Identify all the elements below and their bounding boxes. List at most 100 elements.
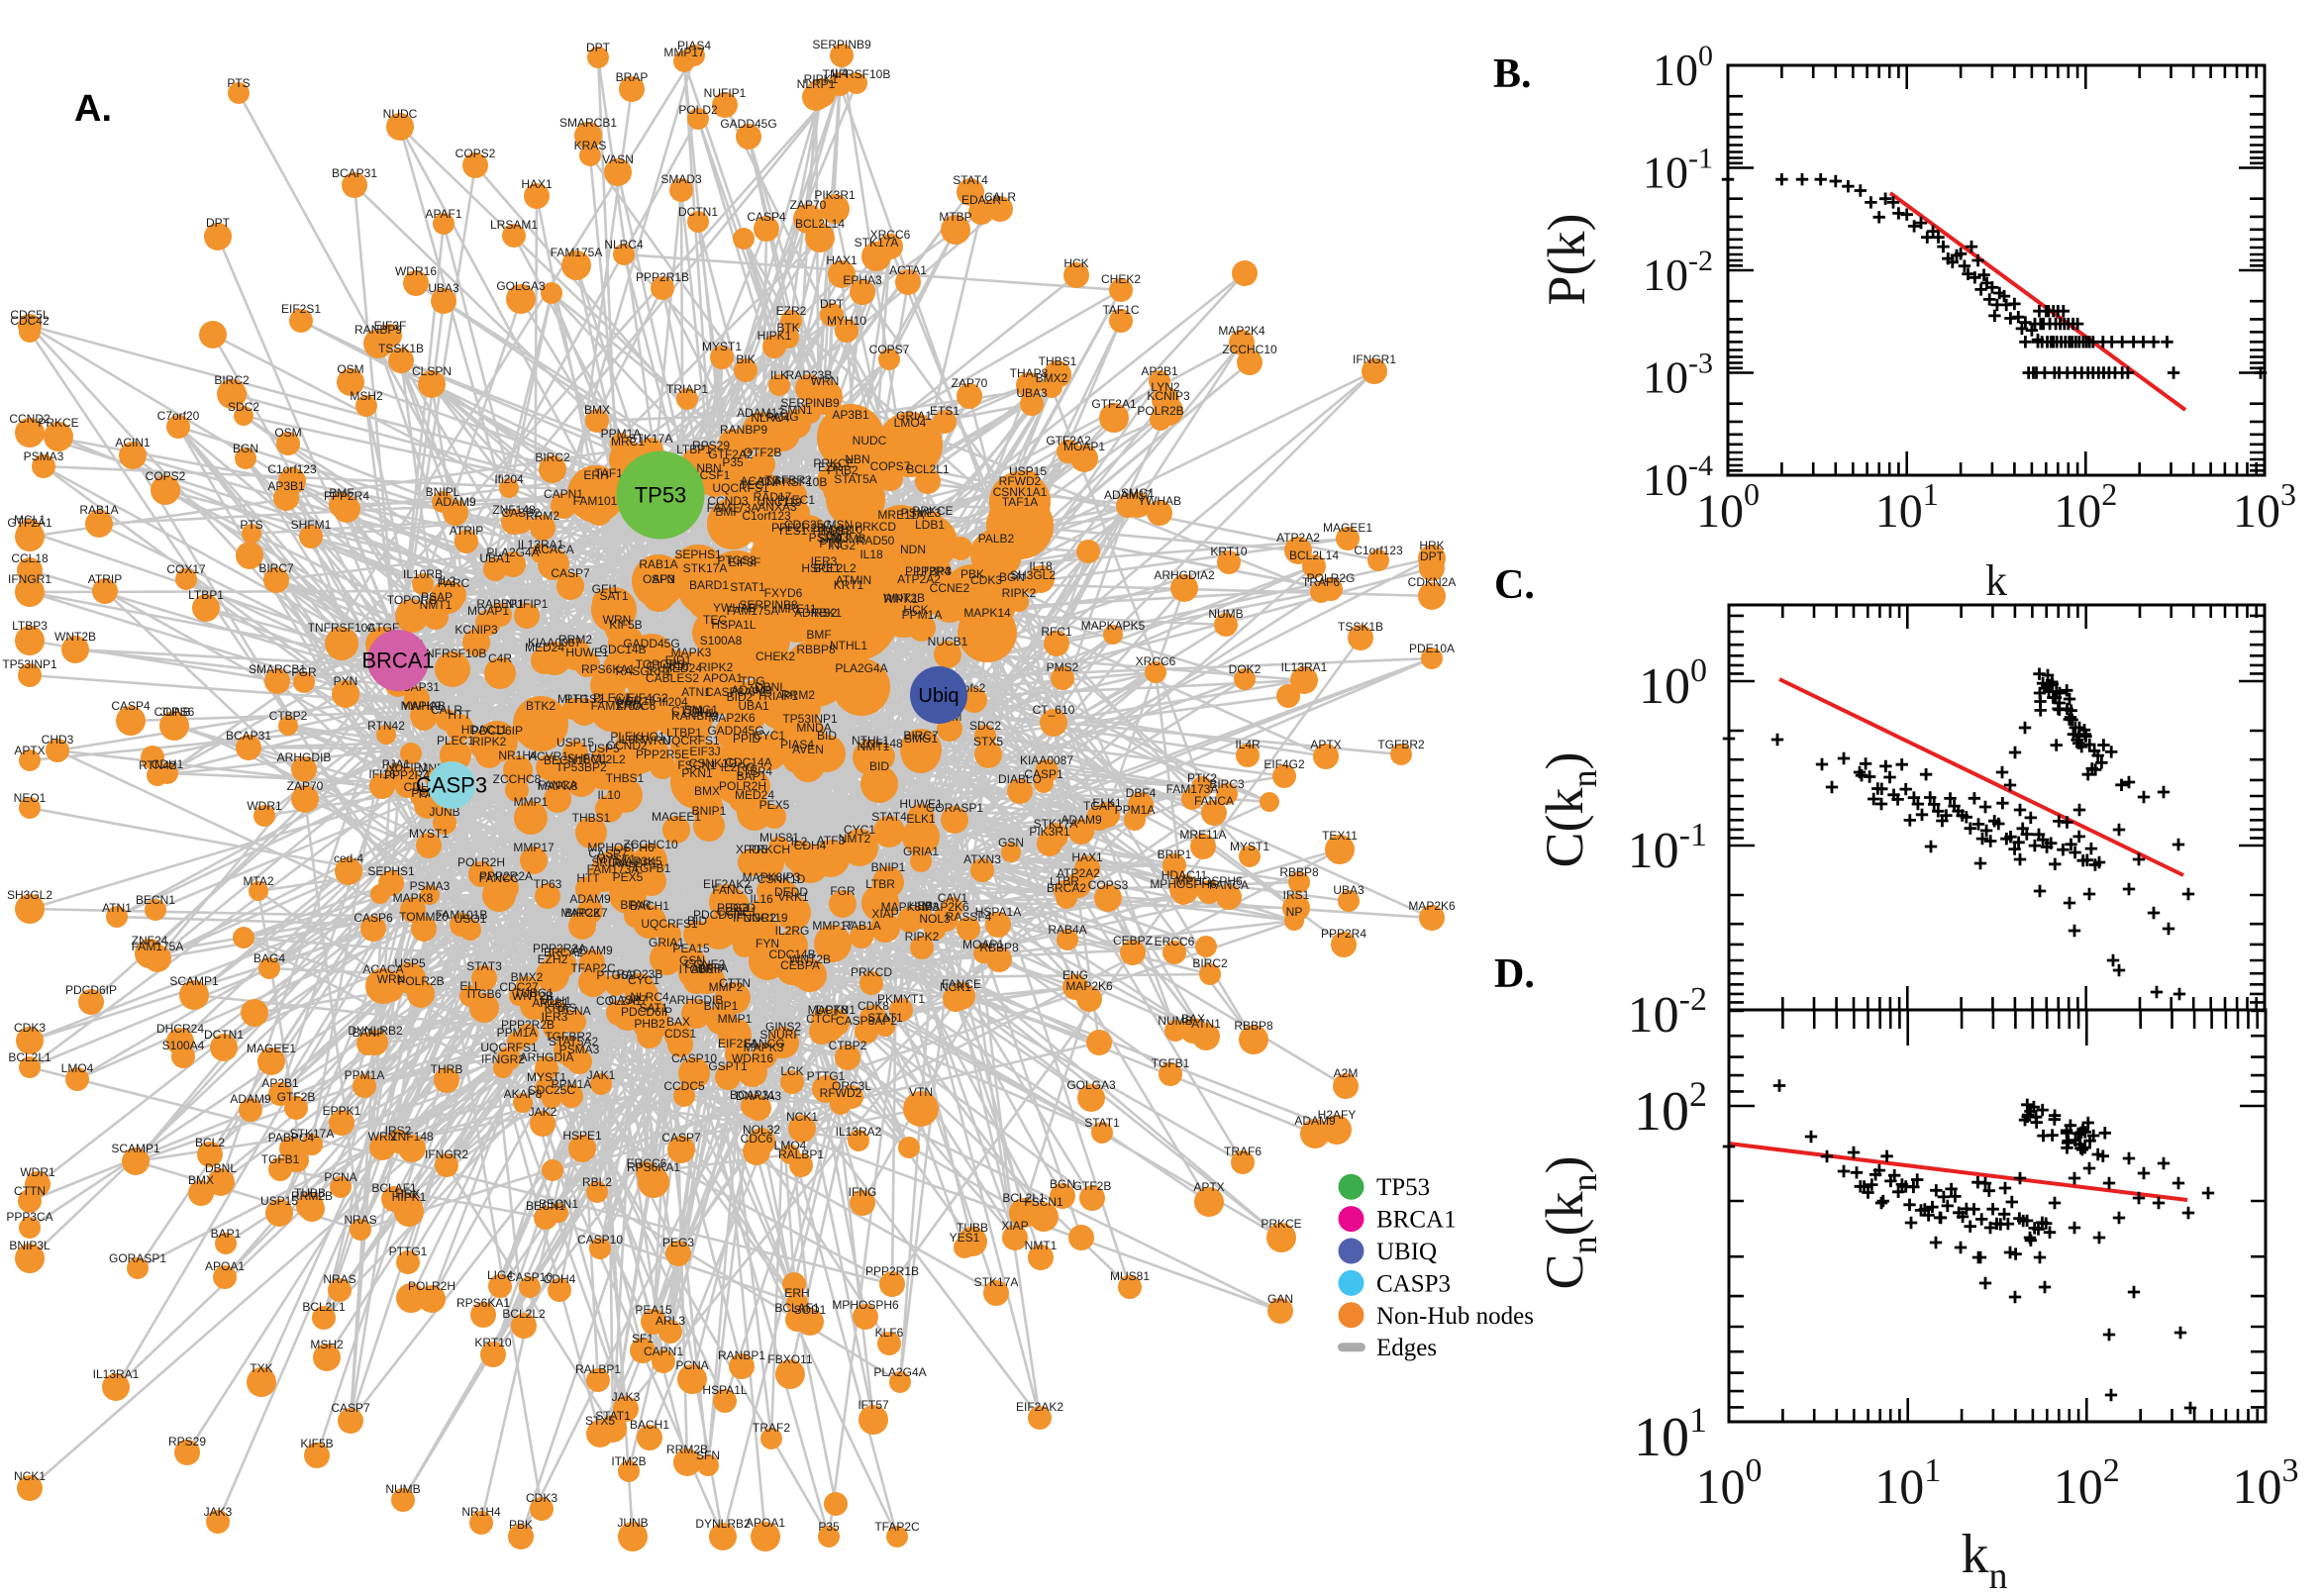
svg-text:IL6R: IL6R bbox=[618, 733, 644, 747]
svg-text:RPS29: RPS29 bbox=[168, 1435, 206, 1448]
svg-text:BNIP1: BNIP1 bbox=[692, 804, 727, 818]
svg-text:YWHAB: YWHAB bbox=[1138, 494, 1181, 508]
svg-text:EIF2AK2: EIF2AK2 bbox=[1016, 1400, 1063, 1414]
svg-text:MAGEE1: MAGEE1 bbox=[1323, 521, 1372, 535]
svg-text:CHEK2: CHEK2 bbox=[756, 649, 795, 663]
svg-text:IFNGR1: IFNGR1 bbox=[1353, 352, 1396, 366]
svg-text:NUMB: NUMB bbox=[1208, 607, 1243, 621]
svg-text:EIF3J: EIF3J bbox=[689, 745, 720, 758]
svg-text:MAPKAPK5: MAPKAPK5 bbox=[1081, 619, 1146, 633]
svg-text:KIAA0087: KIAA0087 bbox=[528, 636, 581, 649]
svg-text:IL13RA1: IL13RA1 bbox=[93, 1367, 140, 1381]
svg-text:DCTN1: DCTN1 bbox=[678, 205, 718, 219]
svg-text:Ifi204: Ifi204 bbox=[658, 695, 688, 709]
svg-text:ENG: ENG bbox=[1062, 968, 1088, 982]
svg-text:MYST1: MYST1 bbox=[1230, 840, 1269, 853]
svg-text:DPT: DPT bbox=[586, 41, 611, 54]
svg-text:BCAP31: BCAP31 bbox=[730, 1088, 775, 1102]
svg-text:WDR16: WDR16 bbox=[732, 1051, 773, 1065]
svg-text:C.: C. bbox=[1494, 562, 1535, 608]
svg-text:APTX: APTX bbox=[14, 744, 45, 757]
svg-text:STAT5A: STAT5A bbox=[834, 472, 877, 486]
svg-text:BRCA2: BRCA2 bbox=[1047, 881, 1086, 895]
svg-text:BRCA1: BRCA1 bbox=[361, 648, 434, 673]
svg-text:STAT1: STAT1 bbox=[867, 1011, 903, 1025]
svg-text:RANBP9: RANBP9 bbox=[720, 423, 767, 437]
svg-text:MAPK3: MAPK3 bbox=[671, 646, 712, 659]
svg-text:YWHAB: YWHAB bbox=[713, 601, 757, 615]
svg-text:VTN: VTN bbox=[909, 1085, 933, 1099]
svg-text:GRIA1: GRIA1 bbox=[896, 409, 932, 423]
svg-text:TGFBR2: TGFBR2 bbox=[764, 473, 812, 487]
svg-text:CDC14A: CDC14A bbox=[725, 755, 771, 769]
svg-text:DHCR24: DHCR24 bbox=[156, 1022, 204, 1036]
svg-text:ERH: ERH bbox=[784, 1286, 809, 1300]
svg-text:BCL2L14: BCL2L14 bbox=[1289, 549, 1339, 562]
svg-text:BAG4: BAG4 bbox=[253, 951, 285, 965]
svg-text:BNIP3L: BNIP3L bbox=[9, 1239, 50, 1252]
svg-text:NDN: NDN bbox=[900, 543, 926, 556]
svg-text:NUFIP1: NUFIP1 bbox=[386, 760, 429, 774]
svg-text:NOL3: NOL3 bbox=[919, 912, 951, 926]
svg-text:AVEN: AVEN bbox=[792, 743, 824, 756]
svg-text:SRC: SRC bbox=[591, 855, 617, 869]
svg-text:MYH10: MYH10 bbox=[827, 314, 866, 328]
svg-text:GTF2A2: GTF2A2 bbox=[1046, 434, 1091, 448]
svg-text:CDH4: CDH4 bbox=[544, 1272, 576, 1286]
svg-text:MYST1: MYST1 bbox=[702, 340, 742, 353]
svg-text:KRAS: KRAS bbox=[545, 1001, 577, 1015]
svg-text:PSMA3: PSMA3 bbox=[410, 879, 451, 893]
svg-text:EIF3F: EIF3F bbox=[374, 319, 407, 333]
svg-text:EIF2S1: EIF2S1 bbox=[281, 302, 321, 316]
svg-text:PBK: PBK bbox=[960, 567, 984, 581]
svg-text:TOPORS: TOPORS bbox=[387, 593, 437, 607]
svg-text:PEX5: PEX5 bbox=[613, 870, 644, 884]
svg-text:UNC119: UNC119 bbox=[743, 911, 787, 925]
svg-text:FYN: FYN bbox=[756, 937, 779, 950]
svg-text:FAM173A: FAM173A bbox=[707, 501, 759, 515]
svg-text:IL16: IL16 bbox=[750, 892, 773, 906]
svg-text:ARHGDIB: ARHGDIB bbox=[669, 993, 724, 1007]
svg-text:APOA1: APOA1 bbox=[205, 1259, 245, 1273]
svg-text:MRE11: MRE11 bbox=[777, 602, 816, 616]
svg-text:ADAM17: ADAM17 bbox=[737, 406, 784, 420]
svg-text:MOAP1: MOAP1 bbox=[1063, 440, 1105, 453]
svg-text:COPS3: COPS3 bbox=[1088, 878, 1129, 892]
svg-text:UBA3: UBA3 bbox=[1333, 883, 1364, 897]
svg-text:TNFRSF10A: TNFRSF10A bbox=[308, 621, 376, 635]
svg-text:PPP2R4: PPP2R4 bbox=[905, 564, 951, 578]
svg-text:PDCD6IP: PDCD6IP bbox=[65, 983, 117, 997]
svg-text:STK17A: STK17A bbox=[290, 1127, 335, 1141]
svg-text:NUFIP1: NUFIP1 bbox=[704, 86, 747, 100]
svg-text:CDK3: CDK3 bbox=[14, 1021, 46, 1035]
svg-text:TP53: TP53 bbox=[1376, 1174, 1430, 1201]
svg-text:ATN1: ATN1 bbox=[1191, 1017, 1221, 1031]
svg-text:TP53INP1: TP53INP1 bbox=[782, 712, 838, 726]
svg-text:GOLGA3: GOLGA3 bbox=[1066, 1078, 1116, 1092]
svg-text:MMP1: MMP1 bbox=[514, 795, 549, 809]
svg-text:CYC1: CYC1 bbox=[754, 729, 785, 743]
svg-text:BECN1: BECN1 bbox=[136, 893, 175, 907]
svg-text:BIRC7: BIRC7 bbox=[903, 729, 939, 743]
svg-text:ADAM9: ADAM9 bbox=[569, 892, 611, 906]
svg-text:PPM1A: PPM1A bbox=[1115, 803, 1156, 817]
svg-text:YES1: YES1 bbox=[777, 524, 808, 538]
svg-text:HCK: HCK bbox=[1063, 256, 1088, 270]
svg-text:TRIAP1: TRIAP1 bbox=[757, 689, 798, 703]
svg-text:XRCC6: XRCC6 bbox=[1136, 654, 1176, 668]
svg-text:ACACA: ACACA bbox=[740, 474, 780, 488]
svg-text:COPS2: COPS2 bbox=[455, 147, 496, 160]
svg-text:CAPN1: CAPN1 bbox=[544, 487, 583, 501]
svg-text:NOL32: NOL32 bbox=[743, 1123, 780, 1137]
svg-text:CASP10: CASP10 bbox=[577, 1233, 623, 1247]
svg-text:BGN: BGN bbox=[1050, 1177, 1075, 1191]
svg-text:RAD17: RAD17 bbox=[754, 490, 792, 504]
svg-text:MAPK8: MAPK8 bbox=[393, 891, 434, 905]
svg-text:SDC2: SDC2 bbox=[969, 719, 1001, 733]
svg-text:C(kn): C(kn) bbox=[1535, 752, 1604, 868]
svg-text:CALR: CALR bbox=[431, 703, 462, 717]
svg-text:PARC: PARC bbox=[438, 576, 470, 590]
svg-text:PEG3: PEG3 bbox=[662, 1236, 694, 1249]
svg-text:JAK2: JAK2 bbox=[529, 1105, 557, 1119]
svg-text:Ifi204: Ifi204 bbox=[494, 472, 524, 486]
